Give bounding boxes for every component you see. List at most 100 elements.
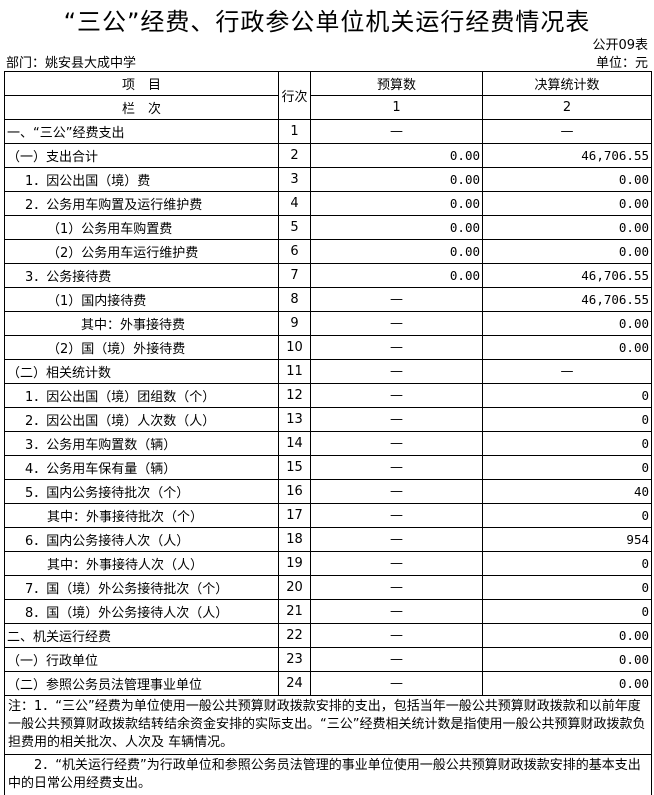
cell-no: 23 xyxy=(278,647,311,672)
table-row: 1．因公出国（境）团组数（个） 12—0 xyxy=(4,383,652,408)
note-text: 注：1．“三公”经费为单位使用一般公共预算财政拨款安排的支出，包括当年一般公共预… xyxy=(4,695,652,755)
table-row: 8．国（境）外公务接待人次（人） 21—0 xyxy=(4,599,652,624)
cell-final: 0 xyxy=(482,407,652,432)
table-row: （1）公务用车购置费 5 0.00 0.00 xyxy=(4,215,652,240)
cell-no: 19 xyxy=(278,551,311,576)
cell-no: 24 xyxy=(278,671,311,696)
cell-item: 5．国内公务接待批次（个） xyxy=(4,479,279,504)
table-row: （一）支出合计 2 0.00 46,706.55 xyxy=(4,143,652,168)
cell-final: 0.00 xyxy=(482,167,652,192)
table-row: （2）国（境）外接待费 10—0.00 xyxy=(4,335,652,360)
cell-budget: 0.00 xyxy=(310,215,483,240)
cell-no: 21 xyxy=(278,599,311,624)
cell-final: 46,706.55 xyxy=(482,287,652,312)
cell-budget: — xyxy=(310,551,483,576)
cell-budget: — xyxy=(310,479,483,504)
table-row: （1）国内接待费 8—46,706.55 xyxy=(4,287,652,312)
table-row: 2．公务用车购置及运行维护费 4 0.00 0.00 xyxy=(4,191,652,216)
cell-budget: — xyxy=(310,623,483,648)
cell-final: 0 xyxy=(482,503,652,528)
cell-item: 8．国（境）外公务接待人次（人） xyxy=(4,599,279,624)
cell-final: 0 xyxy=(482,575,652,600)
cell-no: 3 xyxy=(278,167,311,192)
cell-budget: — xyxy=(310,671,483,696)
cell-no: 12 xyxy=(278,383,311,408)
table-row: 2．因公出国（境）人次数（人） 13—0 xyxy=(4,407,652,432)
cell-no: 11 xyxy=(278,359,311,384)
cell-budget: — xyxy=(310,119,483,144)
table-row: 其中：外事接待人次（人） 19—0 xyxy=(4,551,652,576)
cell-no: 16 xyxy=(278,479,311,504)
cell-item: 3．公务用车购置数（辆） xyxy=(4,431,279,456)
cell-no: 13 xyxy=(278,407,311,432)
header-budget: 预算数 xyxy=(310,71,483,96)
cell-budget: — xyxy=(310,407,483,432)
cell-item: 其中：外事接待人次（人） xyxy=(4,551,279,576)
table-row: 1．因公出国（境）费 3 0.00 0.00 xyxy=(4,167,652,192)
page-title: “三公”经费、行政参公单位机关运行经费情况表 xyxy=(63,8,591,36)
cell-item: （二）相关统计数 xyxy=(4,359,279,384)
cell-budget: — xyxy=(310,455,483,480)
cell-final: 46,706.55 xyxy=(482,263,652,288)
table-row: 6．国内公务接待人次（人） 18—954 xyxy=(4,527,652,552)
table-row: 其中：外事接待费 9—0.00 xyxy=(4,311,652,336)
table-row: （二）参照公务员法管理事业单位 24—0.00 xyxy=(4,671,652,696)
cell-item: （二）参照公务员法管理事业单位 xyxy=(4,671,279,696)
column-1: 1 xyxy=(310,95,483,120)
cell-budget: — xyxy=(310,383,483,408)
cell-budget: 0.00 xyxy=(310,167,483,192)
cell-final: 0.00 xyxy=(482,215,652,240)
cell-item: 其中：外事接待费 xyxy=(4,311,279,336)
cell-final: 0 xyxy=(482,455,652,480)
cell-item: 1．因公出国（境）费 xyxy=(4,167,279,192)
cell-budget: — xyxy=(310,431,483,456)
cell-no: 10 xyxy=(278,335,311,360)
cell-budget: — xyxy=(310,599,483,624)
column-2: 2 xyxy=(482,95,652,120)
cell-final: 0.00 xyxy=(482,623,652,648)
table-row: 其中：外事接待批次（个） 17—0 xyxy=(4,503,652,528)
department-label: 部门：姚安县大成中学 xyxy=(6,56,137,71)
note-text: 2．“机关运行经费”为行政单位和参照公务员法管理的事业单位使用一般公共预算财政拨… xyxy=(4,754,652,795)
cell-item: 3．公务接待费 xyxy=(4,263,279,288)
cell-budget: 0.00 xyxy=(310,239,483,264)
cell-no: 15 xyxy=(278,455,311,480)
table-row: 4．公务用车保有量（辆） 15—0 xyxy=(4,455,652,480)
cell-no: 8 xyxy=(278,287,311,312)
cell-item: （2）国（境）外接待费 xyxy=(4,335,279,360)
cell-no: 22 xyxy=(278,623,311,648)
cell-budget: 0.00 xyxy=(310,263,483,288)
cell-item: （2）公务用车运行维护费 xyxy=(4,239,279,264)
cell-budget: — xyxy=(310,311,483,336)
cell-final: 0.00 xyxy=(482,311,652,336)
cell-no: 9 xyxy=(278,311,311,336)
cell-final: 0 xyxy=(482,551,652,576)
cell-final: 46,706.55 xyxy=(482,143,652,168)
cell-final: 0 xyxy=(482,383,652,408)
cell-final: 0.00 xyxy=(482,671,652,696)
cell-budget: — xyxy=(310,647,483,672)
cell-budget: — xyxy=(310,359,483,384)
cell-no: 1 xyxy=(278,119,311,144)
note-row: 2．“机关运行经费”为行政单位和参照公务员法管理的事业单位使用一般公共预算财政拨… xyxy=(4,754,652,795)
cell-item: 2．公务用车购置及运行维护费 xyxy=(4,191,279,216)
cell-budget: — xyxy=(310,503,483,528)
table-row: （一）行政单位 23—0.00 xyxy=(4,647,652,672)
cell-item: 二、机关运行经费 xyxy=(4,623,279,648)
cell-no: 18 xyxy=(278,527,311,552)
cell-no: 5 xyxy=(278,215,311,240)
form-code: 公开09表 xyxy=(592,38,648,53)
cell-item: （1）国内接待费 xyxy=(4,287,279,312)
column-index-row: 栏 次 1 2 xyxy=(4,95,652,120)
cell-final: 0.00 xyxy=(482,239,652,264)
cell-budget: — xyxy=(310,287,483,312)
table-row: 二、机关运行经费 22—0.00 xyxy=(4,623,652,648)
note-row: 注：1．“三公”经费为单位使用一般公共预算财政拨款安排的支出，包括当年一般公共预… xyxy=(4,695,652,755)
cell-item: 4．公务用车保有量（辆） xyxy=(4,455,279,480)
header-row: 项 目 行次 预算数 决算统计数 xyxy=(4,71,652,120)
cell-no: 17 xyxy=(278,503,311,528)
cell-final: 0 xyxy=(482,599,652,624)
table-row: 5．国内公务接待批次（个） 16—40 xyxy=(4,479,652,504)
table-row: （2）公务用车运行维护费 6 0.00 0.00 xyxy=(4,239,652,264)
